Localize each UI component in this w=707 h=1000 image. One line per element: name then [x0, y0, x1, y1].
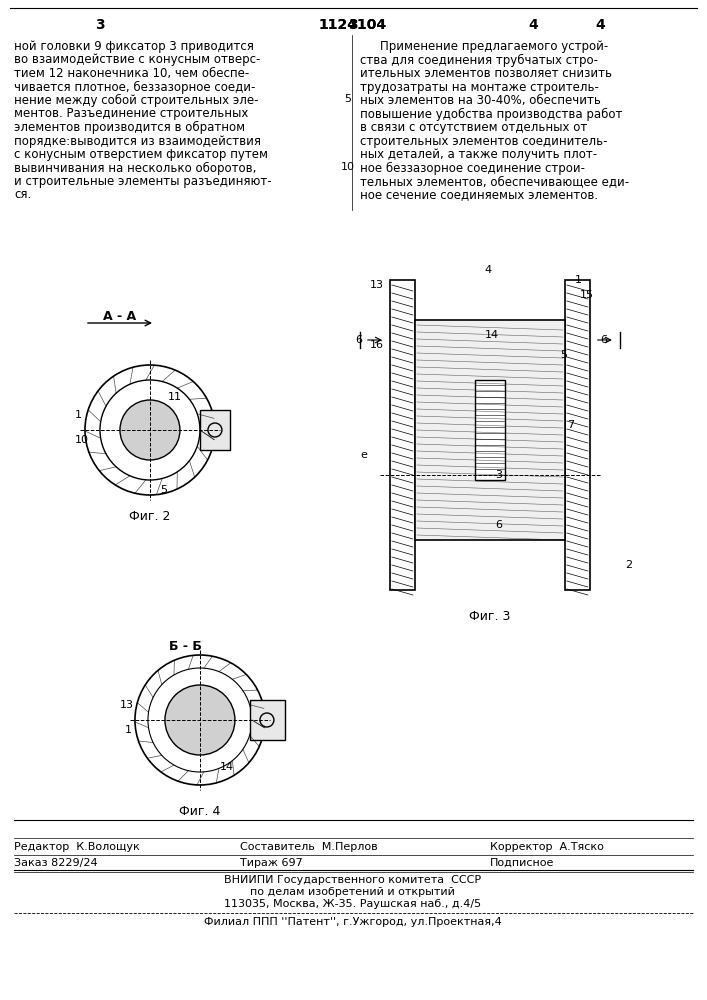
Text: 4: 4 [528, 18, 538, 32]
Text: Фиг. 2: Фиг. 2 [129, 510, 170, 523]
Text: Тираж 697: Тираж 697 [240, 858, 303, 868]
Bar [390, 280, 415, 590]
Text: 4: 4 [485, 265, 492, 275]
Text: чивается плотное, беззазорное соеди-: чивается плотное, беззазорное соеди- [14, 81, 255, 94]
Text: ВНИИПИ Государственного комитета  СССР: ВНИИПИ Государственного комитета СССР [224, 875, 481, 885]
Text: Филиал ППП ''Патент'', г.Ужгород, ул.Проектная,4: Филиал ППП ''Патент'', г.Ужгород, ул.Про… [204, 917, 502, 927]
Text: Применение предлагаемого устрой-: Применение предлагаемого устрой- [380, 40, 608, 53]
Text: 6: 6 [495, 520, 502, 530]
Text: ства для соединения трубчатых стро-: ства для соединения трубчатых стро- [360, 53, 598, 67]
Bar [565, 280, 590, 590]
Text: ной головки 9 фиксатор 3 приводится: ной головки 9 фиксатор 3 приводится [14, 40, 254, 53]
Text: вывинчивания на несколько оборотов,: вывинчивания на несколько оборотов, [14, 161, 257, 175]
Text: порядке:выводится из взаимодействия: порядке:выводится из взаимодействия [14, 134, 261, 147]
Text: нение между собой строительных эле-: нение между собой строительных эле- [14, 94, 259, 107]
Text: Заказ 8229/24: Заказ 8229/24 [14, 858, 98, 868]
Text: элементов производится в обратном: элементов производится в обратном [14, 121, 245, 134]
Text: 1: 1 [125, 725, 132, 735]
Text: 1124104: 1124104 [319, 18, 387, 32]
Text: 2: 2 [625, 560, 632, 570]
Text: 13: 13 [120, 700, 134, 710]
Text: повышение удобства производства работ: повышение удобства производства работ [360, 107, 622, 121]
Text: и строительные элементы разъединяют-: и строительные элементы разъединяют- [14, 175, 271, 188]
Text: 3: 3 [95, 18, 105, 32]
Text: ных деталей, а также получить плот-: ных деталей, а также получить плот- [360, 148, 597, 161]
Text: тием 12 наконечника 10, чем обеспе-: тием 12 наконечника 10, чем обеспе- [14, 67, 250, 80]
Text: 113035, Москва, Ж-35. Раушская наб., д.4/5: 113035, Москва, Ж-35. Раушская наб., д.4… [224, 899, 481, 909]
Text: 6: 6 [600, 335, 607, 345]
Text: Подписное: Подписное [490, 858, 554, 868]
Text: ительных элементов позволяет снизить: ительных элементов позволяет снизить [360, 67, 612, 80]
Text: 6: 6 [355, 335, 362, 345]
Circle shape [165, 685, 235, 755]
Text: во взаимодействие с конусным отверс-: во взаимодействие с конусным отверс- [14, 53, 260, 66]
Bar [475, 380, 505, 480]
Text: Фиг. 4: Фиг. 4 [180, 805, 221, 818]
Text: Фиг. 3: Фиг. 3 [469, 610, 510, 623]
Text: 3: 3 [348, 18, 358, 32]
Text: Составитель  М.Перлов: Составитель М.Перлов [240, 842, 378, 852]
Text: 7: 7 [567, 420, 574, 430]
Text: 4: 4 [595, 18, 604, 32]
Bar [200, 410, 230, 450]
Text: 5: 5 [160, 485, 167, 495]
Text: 10: 10 [75, 435, 89, 445]
Text: 1: 1 [575, 275, 582, 285]
Text: ся.: ся. [14, 188, 31, 202]
Text: 13: 13 [370, 280, 384, 290]
Text: 14: 14 [220, 762, 234, 772]
Text: ное беззазорное соединение строи-: ное беззазорное соединение строи- [360, 161, 585, 175]
Text: строительных элементов соединитель-: строительных элементов соединитель- [360, 134, 607, 147]
Text: 3: 3 [495, 470, 502, 480]
Bar [250, 700, 285, 740]
Text: ное сечение соединяемых элементов.: ное сечение соединяемых элементов. [360, 188, 598, 202]
Text: Корректор  А.Тяско: Корректор А.Тяско [490, 842, 604, 852]
Text: ных элементов на 30-40%, обеспечить: ных элементов на 30-40%, обеспечить [360, 94, 601, 107]
Text: тельных элементов, обеспечивающее еди-: тельных элементов, обеспечивающее еди- [360, 175, 629, 188]
Text: Редактор  К.Волощук: Редактор К.Волощук [14, 842, 140, 852]
Text: трудозатраты на монтаже строитель-: трудозатраты на монтаже строитель- [360, 81, 599, 94]
Text: 1124104: 1124104 [319, 18, 387, 32]
Circle shape [120, 400, 180, 460]
Text: 1: 1 [75, 410, 82, 420]
Text: 15: 15 [580, 290, 594, 300]
Text: 5: 5 [344, 94, 351, 104]
Text: 14: 14 [485, 330, 499, 340]
Text: 10: 10 [341, 161, 355, 172]
Text: 16: 16 [370, 340, 384, 350]
Text: Б - Б: Б - Б [168, 640, 201, 653]
Text: в связи с отсутствием отдельных от: в связи с отсутствием отдельных от [360, 121, 587, 134]
Text: ментов. Разъединение строительных: ментов. Разъединение строительных [14, 107, 248, 120]
Bar [415, 320, 565, 540]
Text: e: e [360, 450, 367, 460]
Text: с конусным отверстием фиксатор путем: с конусным отверстием фиксатор путем [14, 148, 268, 161]
Text: 5: 5 [560, 350, 567, 360]
Text: 11: 11 [168, 392, 182, 402]
Text: А - А: А - А [103, 310, 136, 323]
Text: по делам изобретений и открытий: по делам изобретений и открытий [250, 887, 455, 897]
